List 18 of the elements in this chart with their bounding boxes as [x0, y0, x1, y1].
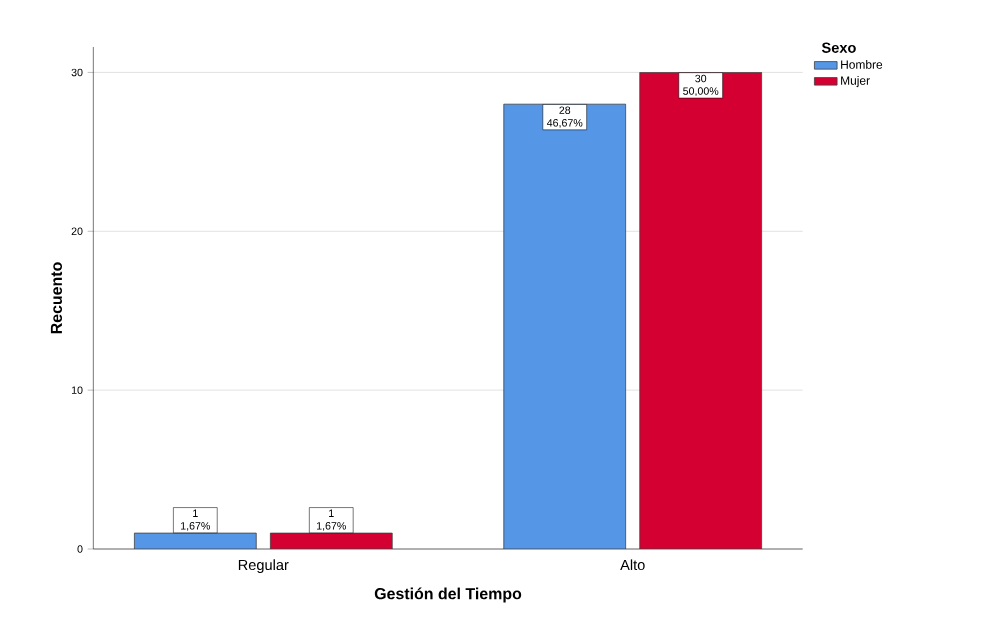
legend-title: Sexo: [821, 42, 856, 53]
data-label: 1 1,67%: [181, 509, 210, 531]
bar: [639, 72, 763, 549]
legend-label: Hombre: [841, 60, 883, 69]
y-tick-label: 10: [71, 386, 83, 394]
data-label: 30 50,00%: [683, 74, 719, 97]
x-tick-label: Regular: [238, 559, 289, 573]
legend-label: Mujer: [841, 76, 870, 88]
y-axis-title: Recuento: [50, 262, 63, 334]
y-tick-label: 20: [71, 227, 83, 236]
x-axis-title: Gestión del Tiempo: [374, 587, 522, 603]
x-tick-label: Alto: [620, 559, 645, 571]
bar: [269, 532, 393, 549]
y-tick-label: 0: [77, 545, 83, 553]
data-label: 1 1,67%: [317, 509, 346, 531]
data-label: 28 46,67%: [546, 106, 583, 128]
y-tick-label: 30: [71, 68, 83, 77]
bar: [503, 103, 627, 549]
